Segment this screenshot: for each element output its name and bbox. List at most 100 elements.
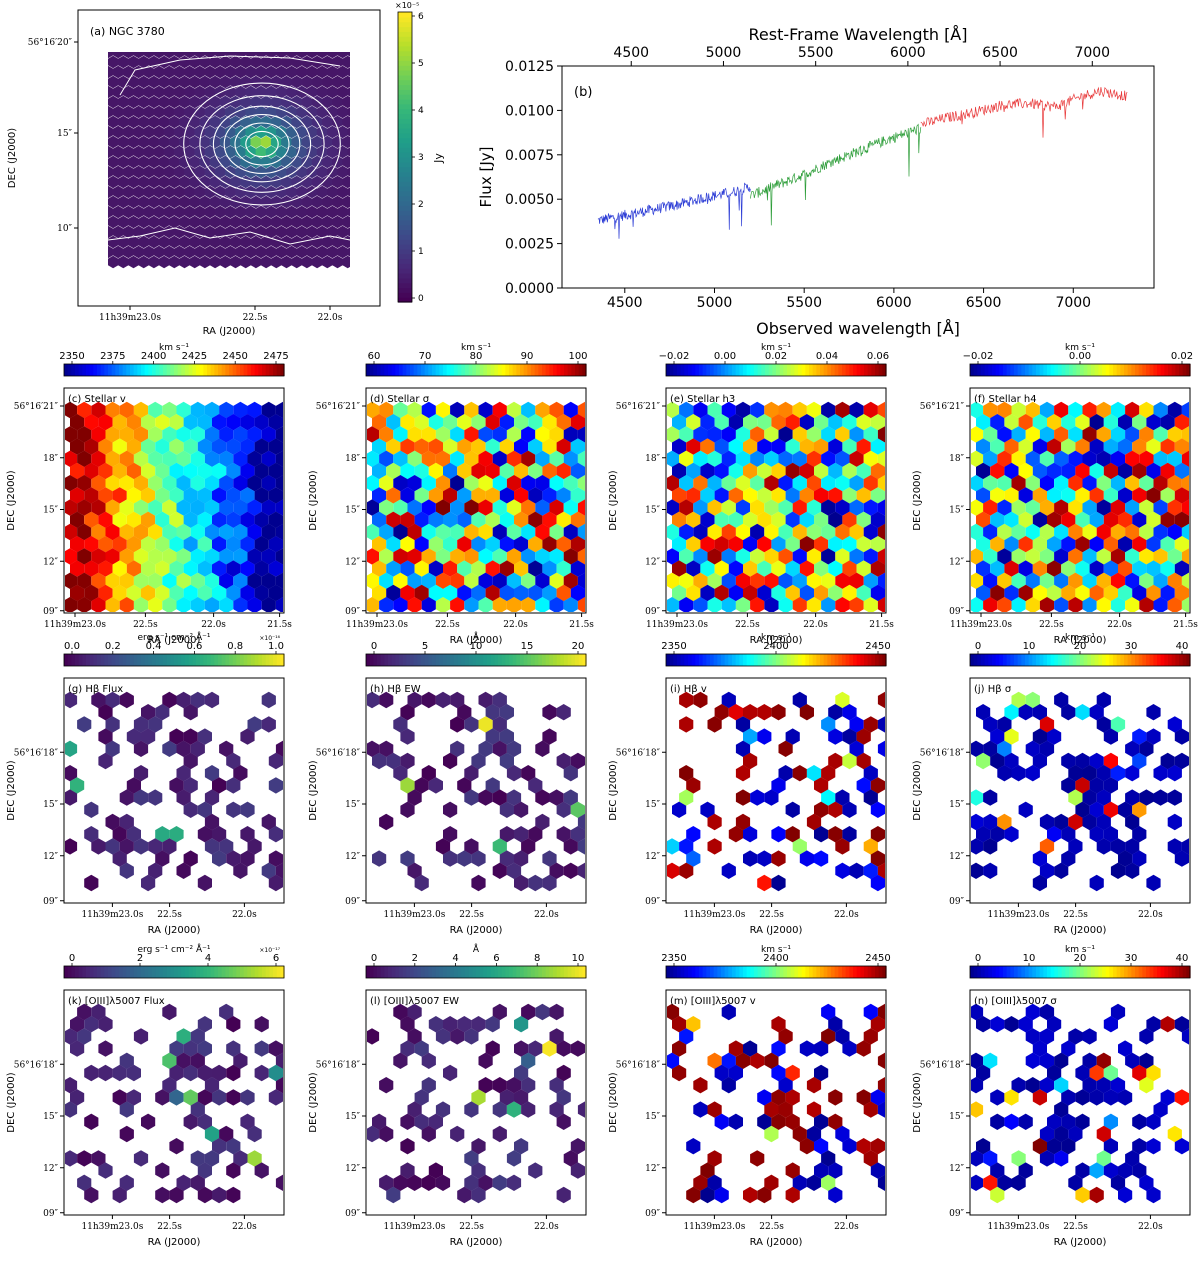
spaxel [1061, 536, 1076, 553]
spaxel [450, 548, 465, 565]
flux-spaxel [219, 255, 231, 269]
flux-spaxel [337, 225, 348, 239]
flux-spaxel [255, 65, 267, 79]
spaxel [549, 426, 564, 443]
flux-spaxel [204, 125, 216, 139]
colorbar-segment [575, 966, 580, 978]
flux-spaxel [276, 145, 287, 159]
colorbar-segment [816, 654, 821, 666]
spaxel [679, 1028, 694, 1045]
spaxel [240, 462, 255, 480]
spaxel [407, 426, 422, 443]
spaxel [1125, 548, 1140, 565]
spaxel [1189, 1089, 1200, 1105]
flux-spaxel [138, 255, 150, 269]
map-spaxels [65, 1003, 283, 1204]
colorbar-tick-label: 0.04 [816, 351, 838, 362]
spaxel [1039, 862, 1055, 879]
spaxel [577, 862, 585, 879]
spaxel [877, 716, 885, 733]
spaxel [492, 862, 507, 879]
colorbar-segment [984, 966, 989, 978]
spaxel [204, 597, 220, 612]
map-ylabel: DEC (J2000) [308, 470, 319, 530]
spaxel [521, 401, 536, 419]
colorbar-segment [472, 654, 477, 666]
spaxel [983, 548, 998, 565]
spaxel [126, 826, 141, 843]
spaxel [814, 536, 829, 553]
spaxel [856, 560, 871, 577]
flux-spaxel [133, 52, 144, 59]
spaxel [679, 401, 694, 419]
flux-spaxel [108, 65, 114, 79]
colorbar-segment [973, 654, 978, 666]
spaxel [464, 548, 479, 565]
spaxel [65, 572, 78, 589]
spaxel [212, 414, 227, 431]
colorbar-segment [776, 654, 781, 666]
spaxel [997, 813, 1012, 831]
colorbar-segment [1058, 654, 1063, 666]
spaxel [400, 1113, 415, 1130]
spaxel [183, 752, 198, 770]
spaxel [379, 548, 394, 565]
spaxel [686, 536, 701, 553]
spaxel [771, 777, 786, 794]
spaxel [197, 462, 212, 480]
colorbar-segment [133, 966, 138, 978]
spaxel [757, 584, 772, 602]
spaxel [863, 475, 878, 492]
spaxel [499, 487, 514, 504]
spaxel [428, 1162, 443, 1179]
colorbar-tick-label: 0 [69, 953, 75, 964]
colorbar-segment [680, 364, 685, 376]
flux-spaxel [270, 135, 282, 149]
spaxel [814, 1064, 829, 1082]
flux-spaxel [189, 95, 201, 109]
spaxel [1103, 584, 1118, 602]
x-tick-label: 6500 [966, 295, 1002, 311]
spaxel [743, 704, 758, 721]
colorbar-segment [269, 966, 274, 978]
spaxel [435, 548, 451, 565]
spaxel [821, 499, 836, 516]
spaxel [372, 462, 387, 480]
map-ylabel: DEC (J2000) [608, 1072, 619, 1132]
spaxel [521, 523, 536, 541]
spaxel [393, 523, 408, 541]
spaxel [1032, 1089, 1047, 1106]
colorbar-segment [446, 966, 451, 978]
y-tick-label: 12″ [43, 852, 58, 862]
flux-spaxel [255, 145, 267, 159]
colorbar-segment [1010, 654, 1015, 666]
spaxel [1139, 426, 1154, 443]
flux-spaxel [123, 105, 134, 119]
spaxel [667, 450, 680, 467]
colorbar-segment [240, 966, 245, 978]
colorbar-segment [398, 161, 412, 168]
colorbar-segment [196, 364, 201, 376]
spaxel [1096, 548, 1111, 565]
flux-spaxel [250, 135, 262, 149]
flux-spaxel [245, 125, 257, 139]
spaxel [499, 560, 514, 577]
spaxel [1054, 1101, 1069, 1118]
spaxel [1146, 462, 1161, 480]
spaxel [233, 1150, 248, 1167]
colorbar-segment [1006, 654, 1011, 666]
spaxel [971, 499, 984, 516]
y-tick-label: 0.0100 [505, 103, 554, 119]
spaxel [84, 584, 99, 602]
spaxel [556, 438, 571, 455]
colorbar-segment [1182, 364, 1187, 376]
spaxel [1118, 850, 1133, 867]
spaxel [1118, 560, 1133, 577]
spaxel [275, 475, 283, 492]
spaxel [91, 499, 106, 516]
colorbar-unit-label: Å [473, 943, 480, 955]
spaxel [112, 1186, 127, 1204]
spaxel [792, 572, 807, 589]
spaxel [478, 691, 493, 709]
y-tick-label: 09″ [949, 607, 964, 617]
